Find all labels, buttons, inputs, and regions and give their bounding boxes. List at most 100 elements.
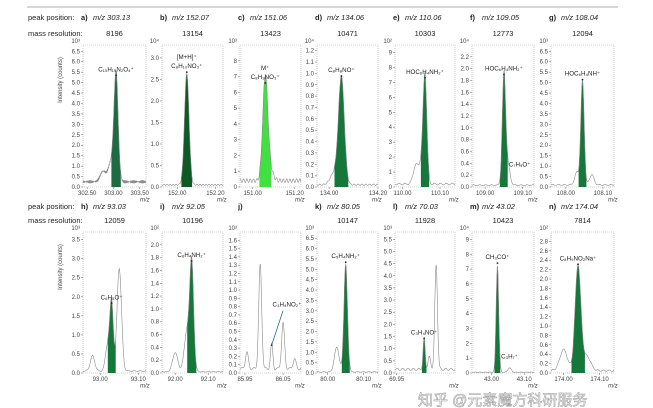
ion-label: C₈H₁₀NO₃⁺ (171, 63, 202, 70)
x-tick-label: 109.00 (476, 191, 495, 197)
spectrum-panel-f: f) m/z 109.05 12773 0.0 0.2 0.4 0.6 0.8 1.0 1.2 1.… (460, 13, 538, 204)
x-axis-label: m/z (528, 384, 538, 390)
peak-marker (423, 337, 426, 340)
y-tick-label: 1.0 (384, 347, 393, 353)
y-tick-label: 1.0 (151, 142, 160, 148)
mass-resolution-value: 13154 (182, 29, 203, 38)
spectrum-trace (471, 265, 535, 373)
peak-position-value: m/z 92.05 (172, 202, 206, 211)
y-exponent-label: 10² (383, 39, 392, 45)
panel-label: e) (393, 13, 400, 22)
y-tick-label: 1 (466, 356, 470, 362)
y-tick-label: 1.5 (229, 247, 238, 253)
peak-position-value: m/z 70.03 (405, 202, 439, 211)
y-tick-label: 2.8 (540, 239, 549, 245)
y-axis-label: Intensity (counts) (58, 57, 64, 103)
y-tick-label: 1.0 (540, 324, 549, 330)
x-tick-label: 134.20 (369, 191, 388, 197)
y-tick-label: 3 (389, 140, 393, 146)
plot-frame (239, 44, 302, 188)
watermark: 知乎 @元素魔方科研服务 (418, 392, 587, 408)
y-exponent-label: 10³ (228, 39, 237, 45)
mass-resolution-value: 12059 (104, 216, 125, 225)
y-tick-label: 4 (466, 312, 470, 318)
x-axis-label: m/z (449, 384, 459, 390)
y-tick-label: 1.4 (540, 305, 549, 311)
x-tick-label: 43.10 (517, 377, 533, 383)
spectrum-panel-a: a) m/z 303.13 8196 0.0 0.5 1.0 1.5 2.0 2.5 3.0 3.5… (58, 13, 150, 204)
y-tick-label: 0.4 (461, 161, 470, 167)
spectrum-trace (471, 69, 535, 187)
peak-marker (503, 73, 505, 76)
y-exponent-label: 10³ (305, 226, 314, 232)
y-tick-label: 5.5 (540, 70, 549, 76)
y-tick-label: 2.0 (151, 243, 160, 249)
y-tick-label: 1.2 (461, 114, 470, 120)
y-tick-label: 0.2 (461, 173, 470, 179)
y-tick-label: 0.6 (540, 343, 549, 349)
peak-position-value: m/z 152.07 (172, 13, 210, 22)
x-tick-label: 85.95 (237, 377, 253, 383)
y-tick-label: 1.4 (229, 255, 238, 261)
peak-position-value: m/z 151.06 (250, 13, 288, 22)
y-tick-label: 5.5 (384, 237, 393, 243)
y-tick-label: 0.5 (72, 175, 81, 181)
peak-marker (344, 261, 347, 264)
y-tick-label: 3.0 (384, 298, 393, 304)
panel-label: n) (549, 202, 557, 211)
mass-resolution-value: 7814 (574, 216, 591, 225)
spectrum-panel-e: e) m/z 110.06 10303 0 1 2 3 4 5 6 7 8 9 10² 110.00 110.… (383, 13, 458, 204)
spectrum-panel-m: m) m/z 43.02 10423 0 1 2 3 4 5 6 7 8 9 10⁴ 43.00 43.10m… (460, 202, 538, 390)
y-tick-label: 6.5 (72, 49, 81, 55)
y-tick-label: 1.5 (72, 314, 81, 320)
y-tick-label: 1.6 (540, 296, 549, 302)
y-exponent-label: 10⁴ (460, 38, 470, 45)
y-tick-label: 0.4 (151, 345, 160, 351)
peak-fill-area (334, 75, 349, 187)
y-tick-label: 2.2 (461, 55, 470, 61)
y-tick-label: 0.4 (540, 352, 549, 358)
peak-position-value: m/z 43.02 (482, 202, 516, 211)
y-tick-label: 1.6 (229, 238, 238, 244)
y-tick-label: 0.5 (72, 352, 81, 358)
y-tick-label: 1.3 (229, 263, 238, 269)
peak-fill-area (494, 266, 501, 373)
peak-marker (110, 302, 113, 305)
panel-label: d) (315, 13, 323, 22)
y-tick-label: 0.2 (540, 362, 549, 368)
y-tick-label: 0.9 (229, 296, 238, 302)
x-tick-label: 108.10 (594, 191, 613, 197)
y-tick-label: 0.3 (229, 346, 238, 352)
ion-label: HOC₆H₄NH⁺ (565, 71, 600, 78)
y-tick-label: 3.5 (306, 298, 315, 304)
y-tick-label: 0.2 (229, 354, 238, 360)
ion-label: C₆H₅O⁺ (101, 294, 123, 301)
ion-label-secondary: C₃H₇⁺ (501, 354, 518, 361)
spectrum-trace (239, 74, 302, 184)
x-axis-label: m/z (528, 198, 538, 204)
peak-marker (424, 76, 426, 79)
y-tick-label: 0 (234, 185, 238, 191)
x-tick-label: 174.10 (590, 377, 609, 383)
y-tick-label: 2.0 (461, 67, 470, 73)
spectrum-panel-j: j) 0.0 0.1 0.2 0.3 0.4 0.5 0.6 0.7 0.8 0.9 1.0 1.1 1.… (228, 202, 304, 390)
peak-marker (185, 71, 188, 74)
y-tick-label: 5.0 (384, 249, 393, 255)
x-tick-label: 93.00 (93, 377, 109, 383)
y-tick-label: 6.5 (306, 236, 315, 242)
peak-fill-area (187, 256, 197, 373)
x-tick-label: 69.95 (389, 377, 405, 383)
y-tick-label: 2.2 (540, 268, 549, 274)
ion-label-secondary: C₇H₉O⁺ (509, 161, 531, 168)
x-axis-label: m/z (372, 384, 382, 390)
y-tick-label: 4.0 (306, 288, 315, 294)
y-tick-label: 2.0 (540, 277, 549, 283)
y-tick-label: 5.5 (306, 257, 315, 263)
y-tick-label: 4.0 (72, 101, 81, 107)
spectrum-trace (316, 262, 379, 373)
y-tick-label: 2 (389, 155, 393, 161)
y-tick-label: 1.0 (72, 164, 81, 170)
y-exponent-label: 10² (150, 226, 159, 232)
panel-label: l) (393, 202, 398, 211)
peak-fill-area (420, 72, 430, 187)
